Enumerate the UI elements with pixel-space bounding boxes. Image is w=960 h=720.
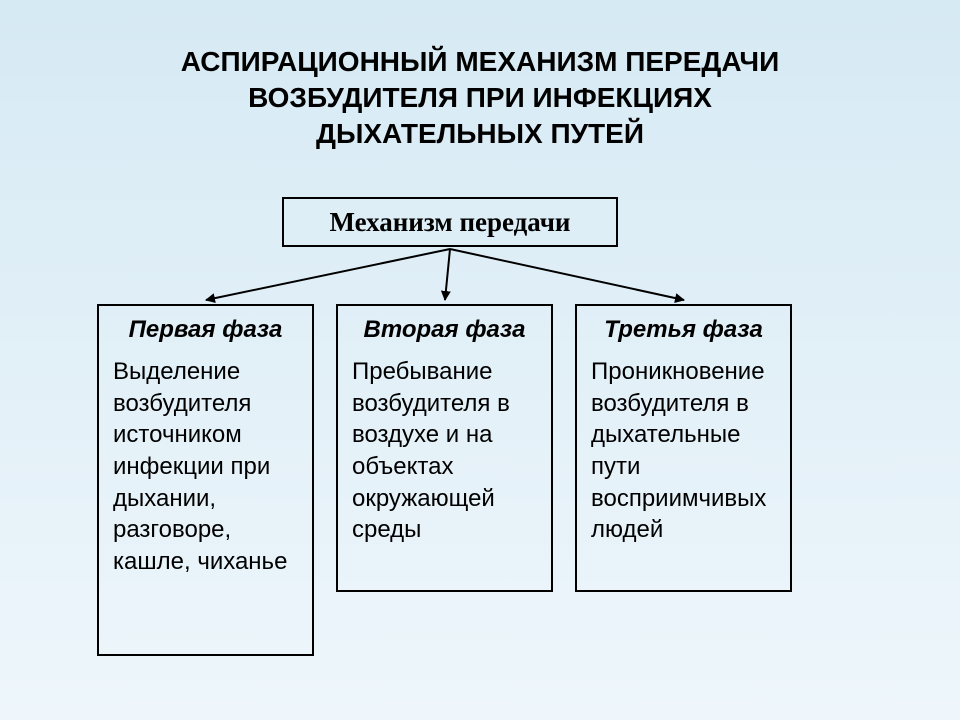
slide-title: АСПИРАЦИОННЫЙ МЕХАНИЗМ ПЕРЕДАЧИ ВОЗБУДИТ… <box>0 44 960 151</box>
phase-body-3: Проникновение возбудителя в дыхательные … <box>591 356 776 546</box>
root-box: Механизм передачи <box>282 197 618 247</box>
phase-title-3: Третья фаза <box>591 316 776 344</box>
phase-title-2: Вторая фаза <box>352 316 537 344</box>
phase-body-2: Пребывание возбудителя в воздухе и на об… <box>352 356 537 546</box>
phase-title-1: Первая фаза <box>113 316 298 344</box>
phase-box-1: Первая фаза Выделение возбудителя источн… <box>97 304 314 656</box>
phase-box-3: Третья фаза Проникновение возбудителя в … <box>575 304 792 592</box>
phase-box-2: Вторая фаза Пребывание возбудителя в воз… <box>336 304 553 592</box>
phase-body-1: Выделение возбудителя источником инфекци… <box>113 356 298 578</box>
root-label: Механизм передачи <box>330 207 571 238</box>
